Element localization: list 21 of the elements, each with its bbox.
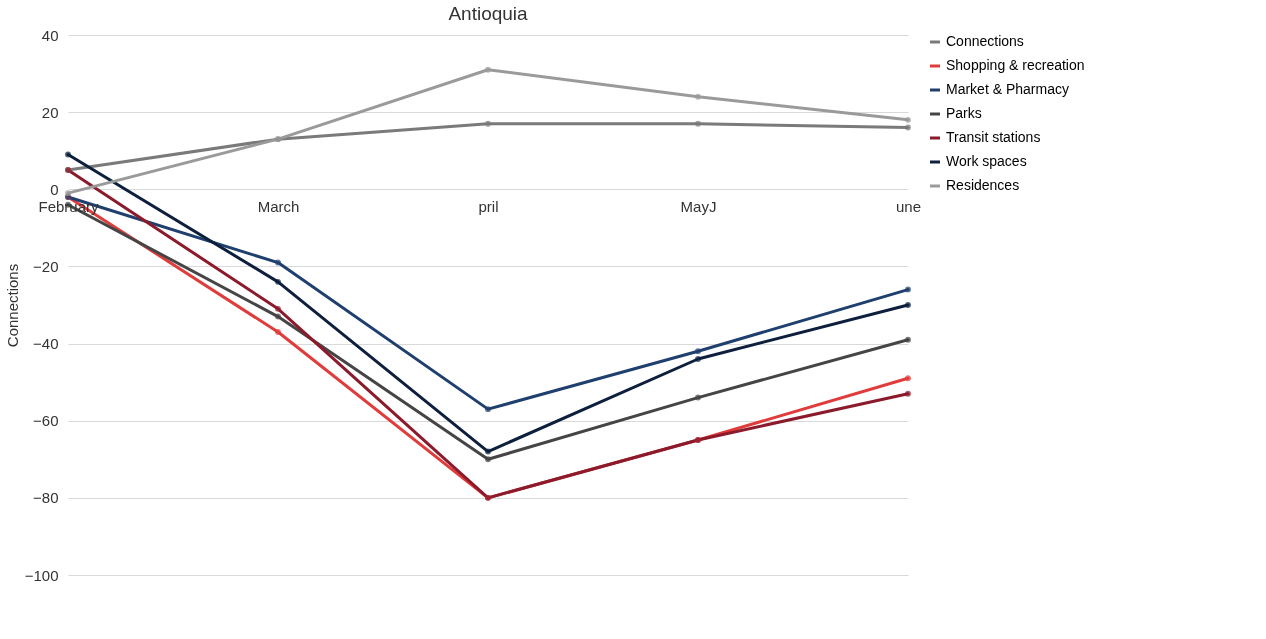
x-tick-label: une <box>895 197 922 215</box>
y-tick-label: −100 <box>24 566 59 584</box>
y-tick-label: −20 <box>33 257 59 275</box>
y-tick-label: −40 <box>33 335 59 353</box>
legend-label: Residences <box>946 177 1020 193</box>
legend-label: Market & Pharmacy <box>946 81 1069 97</box>
x-tick-label: March <box>257 197 300 215</box>
x-tick-label: pril <box>478 197 499 215</box>
legend-label: Work spaces <box>946 153 1027 169</box>
chart-title: Antioquia <box>448 3 529 24</box>
x-tick-label: MayJ <box>680 197 717 215</box>
y-axis-title: Connections <box>3 263 21 348</box>
y-tick-label: 20 <box>41 103 59 121</box>
y-tick-label: −80 <box>33 489 59 507</box>
y-tick-label: 40 <box>41 26 59 44</box>
legend-label: Shopping & recreation <box>946 57 1085 73</box>
legend-label: Transit stations <box>946 129 1041 145</box>
y-tick-label: −60 <box>33 412 59 430</box>
legend-label: Connections <box>946 33 1024 49</box>
y-tick-label: 0 <box>50 180 59 198</box>
legend-label: Parks <box>946 105 982 121</box>
